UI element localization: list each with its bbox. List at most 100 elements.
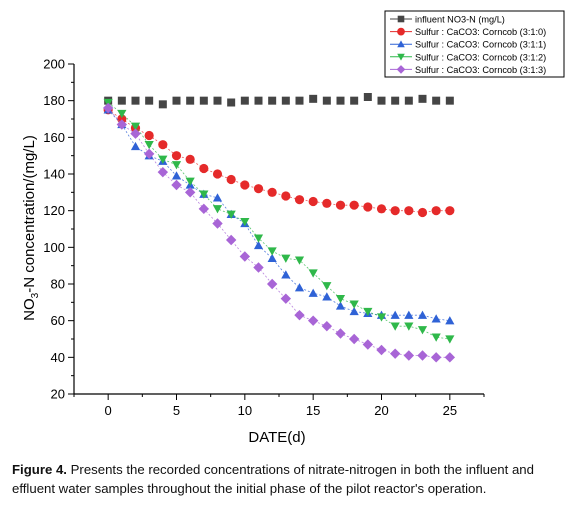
data-point [335, 200, 346, 210]
data-point [294, 256, 305, 265]
data-point [171, 151, 182, 161]
data-point [281, 254, 291, 263]
data-point [335, 301, 346, 310]
x-tick-label: 25 [443, 403, 457, 418]
data-point [294, 283, 305, 292]
data-point [432, 96, 441, 105]
data-point [377, 96, 386, 105]
data-point [280, 293, 292, 304]
plot-frame [73, 64, 484, 395]
legend-entry: Sulfur : CaCO3: Corncob (3:1:0) [390, 27, 546, 37]
y-tick-label: 200 [43, 57, 65, 72]
data-point [362, 339, 374, 350]
data-point [239, 251, 251, 262]
x-tick-label: 0 [105, 403, 112, 418]
y-tick-label: 40 [51, 350, 65, 365]
data-point [199, 96, 208, 105]
y-tick-label: 140 [43, 167, 65, 182]
data-point [171, 171, 182, 180]
data-point [295, 96, 304, 105]
data-point [294, 195, 305, 205]
legend: influent NO3-N (mg/L) Sulfur : CaCO3: Cor… [384, 10, 565, 78]
data-point [227, 98, 236, 107]
caption-text: Presents the recorded concentrations of … [12, 462, 534, 496]
data-point [212, 169, 223, 179]
series-4 [102, 102, 456, 363]
data-point [445, 96, 454, 105]
data-point [445, 335, 455, 344]
y-tick-label: 80 [51, 277, 65, 292]
data-point [350, 96, 359, 105]
data-point [158, 140, 168, 150]
data-point [431, 206, 441, 216]
data-point [348, 333, 360, 345]
series-3 [103, 98, 455, 344]
legend-marker [397, 53, 405, 61]
data-point [117, 109, 127, 119]
y-axis-label-subscript: 3 [30, 292, 41, 298]
data-point [335, 294, 346, 304]
data-point [267, 253, 277, 263]
data-point [212, 205, 223, 214]
data-point [267, 187, 277, 197]
legend-marker [397, 40, 405, 48]
data-point [144, 140, 154, 150]
legend-label: influent NO3-N (mg/L) [415, 15, 505, 25]
series-layer [102, 93, 456, 363]
data-point [390, 322, 400, 331]
figure-caption: Figure 4. Presents the recorded concentr… [12, 460, 564, 498]
data-point [349, 306, 359, 316]
data-point [308, 288, 318, 297]
data-point [335, 328, 346, 339]
data-point [307, 315, 319, 326]
data-point [253, 240, 264, 250]
data-point [404, 206, 414, 216]
data-point [143, 148, 155, 160]
data-point [363, 93, 372, 101]
legend-entry: Sulfur : CaCO3: Corncob (3:1:1) [390, 40, 546, 50]
legend-entry: Sulfur : CaCO3: Corncob (3:1:3) [390, 65, 546, 75]
data-point [253, 184, 264, 194]
chart: 20 40 60 80 100 120 140 160 180 200 0 5 10 15 20 25 in… [21, 10, 565, 446]
legend-label: Sulfur : CaCO3: Corncob (3:1:1) [415, 40, 546, 50]
x-tick-label: 20 [374, 403, 388, 418]
y-tick-label: 120 [43, 203, 65, 218]
data-point [376, 313, 387, 322]
data-point [417, 310, 428, 319]
legend-marker [397, 27, 405, 36]
data-point [417, 350, 428, 361]
data-point [226, 210, 236, 219]
data-point [158, 100, 167, 109]
data-point [130, 122, 141, 131]
x-axis-label: DATE(d) [248, 429, 305, 446]
data-point [199, 190, 209, 199]
data-point [157, 166, 169, 178]
data-point [144, 130, 154, 141]
data-point [444, 352, 456, 363]
data-point [391, 96, 400, 105]
data-point [322, 198, 332, 208]
data-point [349, 300, 359, 309]
legend-box [384, 10, 565, 78]
data-point [185, 177, 195, 186]
data-point [130, 128, 141, 139]
legend-marker [397, 15, 405, 23]
data-point [404, 96, 413, 105]
data-point [376, 344, 387, 356]
data-point [184, 187, 196, 198]
data-point [116, 119, 128, 130]
data-point [117, 96, 126, 105]
legend-marker [396, 65, 406, 74]
data-point [308, 196, 318, 207]
data-point [266, 278, 278, 290]
y-tick-label: 180 [43, 93, 65, 108]
data-point [171, 161, 182, 170]
legend-label: Sulfur : CaCO3: Corncob (3:1:3) [415, 65, 546, 75]
data-point [376, 204, 387, 214]
data-point [281, 96, 290, 105]
data-point [212, 193, 223, 202]
x-tick-label: 5 [173, 403, 180, 418]
series-line [107, 102, 450, 340]
x-axis: 0 5 10 15 20 25 [73, 394, 485, 418]
data-point [185, 154, 195, 164]
